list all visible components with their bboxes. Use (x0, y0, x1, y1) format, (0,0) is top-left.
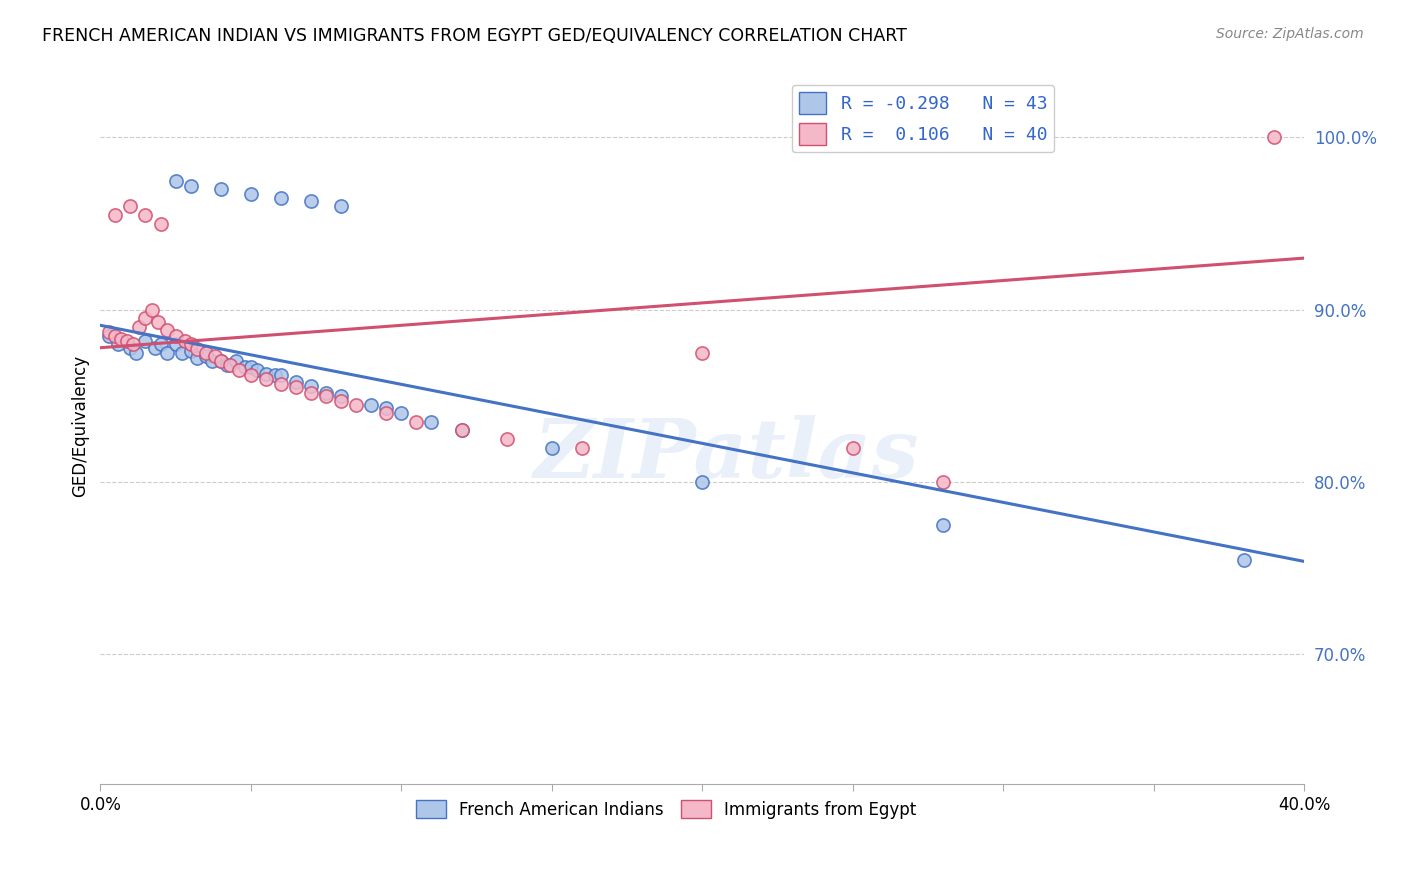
Y-axis label: GED/Equivalency: GED/Equivalency (72, 355, 89, 497)
Point (264, 368, 287, 383)
Point (98, 325, 121, 339)
Point (117, 334, 139, 348)
Text: FRENCH AMERICAN INDIAN VS IMMIGRANTS FROM EGYPT GED/EQUIVALENCY CORRELATION CHAR: FRENCH AMERICAN INDIAN VS IMMIGRANTS FRO… (42, 27, 907, 45)
Point (180, 337, 202, 351)
Point (98, 328, 121, 343)
Point (149, 217, 172, 231)
Point (239, 187, 262, 202)
Point (495, 432, 517, 446)
Point (194, 349, 217, 363)
Point (173, 334, 195, 348)
Point (107, 337, 129, 351)
Point (842, 441, 865, 455)
Point (104, 328, 127, 343)
Point (165, 173, 187, 187)
Point (932, 518, 955, 533)
Point (1233, 552, 1256, 566)
Point (201, 354, 224, 368)
Point (315, 389, 337, 403)
Point (571, 441, 593, 455)
Point (239, 368, 262, 383)
Point (170, 346, 193, 360)
Point (143, 341, 166, 355)
Point (270, 376, 292, 391)
Point (1263, 130, 1285, 145)
Point (389, 406, 412, 420)
Point (194, 346, 217, 360)
Point (215, 358, 238, 372)
Point (128, 320, 150, 334)
Point (690, 346, 713, 360)
Point (165, 328, 187, 343)
Point (690, 475, 713, 490)
Point (344, 398, 367, 412)
Point (209, 354, 232, 368)
Point (104, 208, 127, 222)
Point (146, 315, 169, 329)
Point (149, 337, 172, 351)
Point (299, 378, 322, 392)
Point (204, 349, 226, 363)
Legend: French American Indians, Immigrants from Egypt: French American Indians, Immigrants from… (409, 794, 922, 825)
Point (186, 343, 208, 357)
Point (270, 191, 292, 205)
Point (209, 182, 232, 196)
Point (141, 302, 163, 317)
Point (120, 341, 142, 355)
Point (228, 363, 250, 377)
Point (330, 394, 353, 409)
Point (134, 334, 156, 348)
Point (180, 344, 202, 359)
Point (225, 354, 247, 368)
Point (299, 194, 322, 209)
Point (209, 354, 232, 368)
Point (120, 199, 142, 213)
Point (254, 372, 277, 386)
Point (285, 380, 308, 394)
Point (180, 178, 202, 193)
Point (360, 398, 382, 412)
Point (134, 311, 156, 326)
Point (540, 441, 562, 455)
Point (134, 208, 156, 222)
Point (218, 358, 240, 372)
Point (155, 323, 177, 337)
Point (299, 385, 322, 400)
Point (122, 337, 145, 351)
Point (330, 199, 353, 213)
Point (246, 363, 269, 377)
Text: Source: ZipAtlas.com: Source: ZipAtlas.com (1216, 27, 1364, 41)
Point (254, 367, 277, 381)
Point (420, 415, 443, 429)
Point (125, 346, 148, 360)
Point (450, 424, 472, 438)
Point (450, 424, 472, 438)
Point (270, 368, 292, 383)
Point (375, 401, 398, 415)
Point (932, 475, 955, 490)
Point (110, 332, 132, 346)
Point (375, 406, 398, 420)
Text: ZIPatlas: ZIPatlas (534, 415, 920, 495)
Point (155, 346, 177, 360)
Point (315, 385, 337, 400)
Point (186, 351, 208, 365)
Point (233, 359, 256, 374)
Point (330, 389, 353, 403)
Point (285, 375, 308, 389)
Point (405, 415, 427, 429)
Point (165, 337, 187, 351)
Point (239, 359, 262, 374)
